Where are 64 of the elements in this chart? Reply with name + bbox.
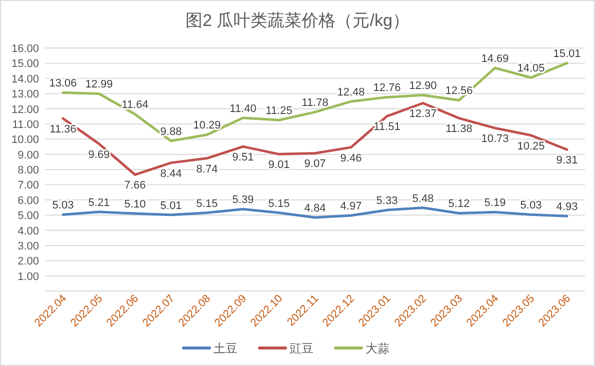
- y-tick-label: 15.00: [11, 58, 39, 70]
- y-tick-label: 13.00: [11, 88, 39, 101]
- data-label: 8.74: [196, 163, 218, 176]
- data-label: 4.84: [304, 202, 326, 214]
- data-label: 11.51: [374, 121, 400, 134]
- chart-title: 图2 瓜叶类蔬菜价格（元/kg）: [186, 11, 410, 30]
- data-label: 5.12: [448, 198, 470, 210]
- data-label: 12.37: [409, 108, 437, 120]
- y-tick-label: 4.00: [18, 225, 39, 238]
- y-tick-label: 5.00: [18, 210, 39, 222]
- data-label: 11.64: [122, 99, 148, 112]
- legend-label: 豇豆: [290, 342, 314, 356]
- data-label: 11.38: [446, 123, 472, 136]
- data-label: 5.03: [52, 200, 74, 212]
- data-label: 12.76: [373, 82, 401, 94]
- data-label: 5.15: [196, 198, 218, 210]
- y-tick-label: 1.00: [18, 270, 39, 283]
- data-label: 8.44: [160, 168, 182, 180]
- data-label: 4.93: [556, 201, 578, 214]
- data-label: 9.07: [304, 158, 326, 170]
- y-tick-label: 12.00: [11, 104, 39, 116]
- data-label: 11.25: [266, 105, 292, 118]
- data-label: 5.21: [88, 196, 110, 209]
- y-tick-label: 8.00: [18, 164, 39, 176]
- legend-label: 土豆: [214, 342, 238, 356]
- y-tick-label: 10.00: [11, 134, 39, 146]
- data-label: 12.90: [409, 80, 437, 92]
- data-label: 5.33: [376, 195, 398, 208]
- data-label: 10.73: [481, 133, 509, 146]
- data-label: 5.03: [520, 200, 542, 212]
- data-label: 10.25: [517, 140, 545, 152]
- y-tick-label: 7.00: [18, 180, 39, 192]
- data-label: 14.69: [481, 52, 509, 65]
- legend-label: 大蒜: [366, 342, 390, 356]
- data-label: 9.01: [268, 159, 290, 172]
- data-label: 13.06: [49, 78, 77, 90]
- data-label: 9.88: [160, 126, 182, 138]
- data-label: 10.29: [193, 120, 221, 132]
- data-label: 12.99: [85, 78, 113, 91]
- data-label: 4.97: [340, 200, 362, 213]
- data-label: 5.01: [160, 200, 182, 212]
- data-label: 9.51: [232, 152, 254, 164]
- y-tick-label: 14.00: [11, 73, 39, 86]
- data-label: 11.40: [230, 102, 256, 115]
- data-label: 5.10: [124, 198, 146, 211]
- data-label: 5.48: [412, 192, 434, 205]
- y-tick-label: 2.00: [18, 256, 39, 268]
- data-label: 9.69: [88, 148, 110, 161]
- y-tick-label: 3.00: [18, 240, 39, 252]
- y-tick-label: 16.00: [11, 43, 39, 55]
- data-label: 11.36: [50, 123, 76, 136]
- data-label: 5.39: [232, 194, 254, 206]
- data-label: 5.15: [268, 198, 290, 210]
- data-label: 12.48: [337, 86, 365, 98]
- data-label: 5.19: [484, 197, 506, 210]
- y-tick-label: 9.00: [18, 149, 39, 162]
- data-label: 9.46: [340, 152, 362, 164]
- y-tick-label: 11.00: [12, 118, 39, 131]
- data-label: 14.05: [517, 62, 545, 75]
- data-label: 15.01: [553, 48, 581, 60]
- data-label: 7.66: [124, 180, 146, 192]
- data-label: 9.31: [556, 154, 578, 167]
- y-tick-label: 6.00: [18, 194, 39, 207]
- data-label: 11.78: [302, 97, 328, 110]
